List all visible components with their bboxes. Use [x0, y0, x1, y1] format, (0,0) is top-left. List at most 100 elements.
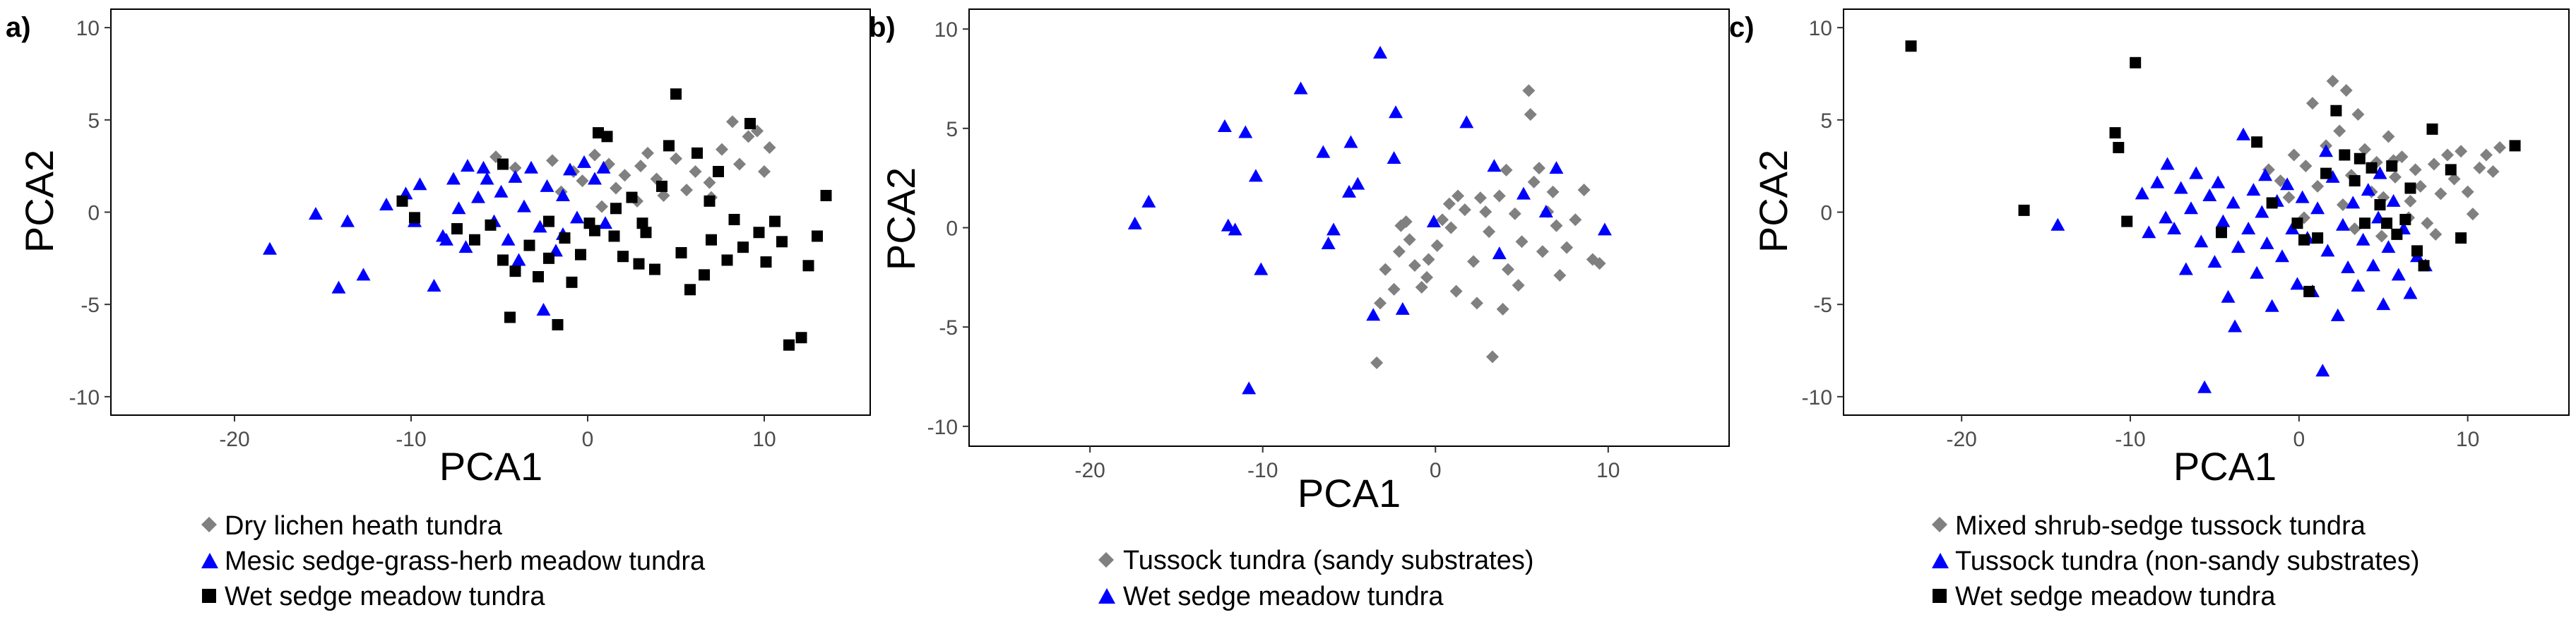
data-point-triangle [2142, 225, 2156, 239]
data-point-square [2386, 160, 2398, 172]
y-tick-label: 0 [88, 202, 100, 225]
data-point-square [575, 249, 586, 261]
data-point-diamond [2466, 208, 2479, 221]
data-point-triangle [1221, 218, 1235, 232]
data-point-diamond [1536, 245, 1549, 258]
data-point-square [783, 339, 795, 351]
data-point-square [2404, 182, 2416, 194]
data-point-triangle [1228, 222, 1242, 236]
data-point-square [2018, 204, 2030, 216]
data-point-square [2266, 197, 2278, 209]
data-point-square [2215, 227, 2227, 239]
data-point-triangle [2135, 186, 2149, 200]
data-point-square [795, 332, 807, 344]
data-point-diamond [650, 172, 663, 186]
data-point-diamond [2336, 198, 2349, 212]
y-tick-label: 0 [946, 217, 958, 241]
data-point-diamond [1392, 245, 1406, 258]
data-point-diamond [1560, 241, 1574, 254]
data-point-triangle [1492, 246, 1507, 260]
data-point-triangle [2226, 196, 2240, 209]
data-point-triangle [2167, 222, 2182, 235]
data-point-diamond [2493, 141, 2507, 155]
x-tick-label: -20 [219, 428, 249, 451]
data-point-triangle [471, 190, 485, 203]
data-point-diamond [657, 189, 670, 202]
data-point-triangle [2295, 190, 2310, 203]
data-point-triangle [2216, 214, 2231, 227]
panel-c: c) -20 -10 0 10 -10 -5 0 5 10 PCA1 PCA2 Mixed sh… [1729, 8, 2570, 611]
y-tick-label: 10 [76, 17, 100, 40]
data-point-diamond [2447, 172, 2461, 186]
data-point-triangle [1343, 135, 1358, 148]
data-point-square [497, 158, 509, 170]
data-point-triangle [1242, 381, 1257, 395]
data-point-diamond [2427, 157, 2440, 171]
data-point-diamond [1593, 257, 1606, 270]
panel-a: a) -20 -10 0 10 -10 -5 0 5 10 PCA1 PCA2 Dry lich… [6, 8, 871, 611]
data-point-triangle [331, 280, 346, 294]
data-point-triangle [2315, 364, 2330, 377]
data-point-diamond [2287, 148, 2301, 162]
data-point-triangle [1538, 204, 1553, 217]
data-point-triangle [596, 160, 611, 174]
data-point-diamond [742, 130, 755, 143]
x-tick-label: 0 [582, 428, 594, 451]
data-point-square [626, 191, 638, 203]
data-point-diamond [1442, 197, 1456, 210]
data-point-triangle [1316, 145, 1331, 158]
data-point-square [2330, 104, 2342, 116]
data-point-triangle [2184, 201, 2199, 215]
data-point-triangle [2274, 249, 2289, 263]
legend-entry: Mesic sedge-grass-herb meadow tundra [225, 546, 706, 576]
data-point-diamond [2479, 148, 2493, 162]
data-point-triangle [1389, 105, 1403, 119]
data-point-triangle [556, 188, 570, 201]
data-point-diamond [2441, 148, 2455, 162]
panel-c-plot: -20 -10 0 10 -10 -5 0 5 10 [1802, 8, 2570, 451]
data-point-square [802, 260, 814, 272]
data-point-square [617, 251, 629, 263]
data-point-square [812, 230, 823, 242]
data-point-triangle [2160, 157, 2175, 170]
data-point-square [497, 254, 509, 266]
data-point-triangle [2403, 286, 2418, 299]
x-tick-label: -10 [1247, 459, 1278, 482]
data-point-diamond [2311, 179, 2325, 193]
data-point-triangle [2320, 244, 2335, 257]
data-point-triangle [2376, 297, 2391, 311]
data-point-square [2121, 215, 2133, 227]
data-point-diamond [670, 152, 682, 165]
data-point-square [633, 258, 645, 270]
data-point-triangle [461, 159, 475, 172]
data-point-square [2109, 127, 2121, 139]
data-point-diamond [2382, 130, 2395, 143]
data-point-diamond [2434, 187, 2447, 201]
data-point-triangle [1293, 81, 1308, 95]
data-point-square [2381, 217, 2393, 229]
legend-entry: Wet sedge meadow tundra [1123, 582, 1444, 611]
data-point-triangle [1395, 301, 1410, 315]
data-point-diamond [2305, 97, 2319, 110]
data-point-square [2455, 232, 2467, 244]
y-tick-label: -5 [939, 316, 958, 340]
data-point-triangle [480, 172, 494, 185]
panel-a-legend: Dry lichen heath tundra Mesic sedge-gras… [201, 511, 706, 611]
data-point-square [409, 212, 420, 224]
data-point-diamond [2388, 170, 2402, 184]
data-point-diamond [2375, 229, 2388, 243]
data-point-triangle [2258, 168, 2273, 181]
data-point-triangle [2228, 319, 2243, 333]
data-point-triangle [2221, 289, 2236, 303]
x-axis-title: PCA1 [2173, 444, 2277, 489]
legend-entry: Dry lichen heath tundra [225, 511, 503, 541]
y-axis-title: PCA2 [17, 150, 61, 253]
data-point-square [552, 318, 564, 330]
data-point-square [485, 219, 497, 231]
data-point-square [589, 225, 600, 237]
y-tick-label: -5 [1813, 294, 1832, 317]
data-point-triangle [379, 198, 393, 211]
data-point-diamond [576, 174, 589, 188]
data-point-diamond [2409, 163, 2422, 177]
